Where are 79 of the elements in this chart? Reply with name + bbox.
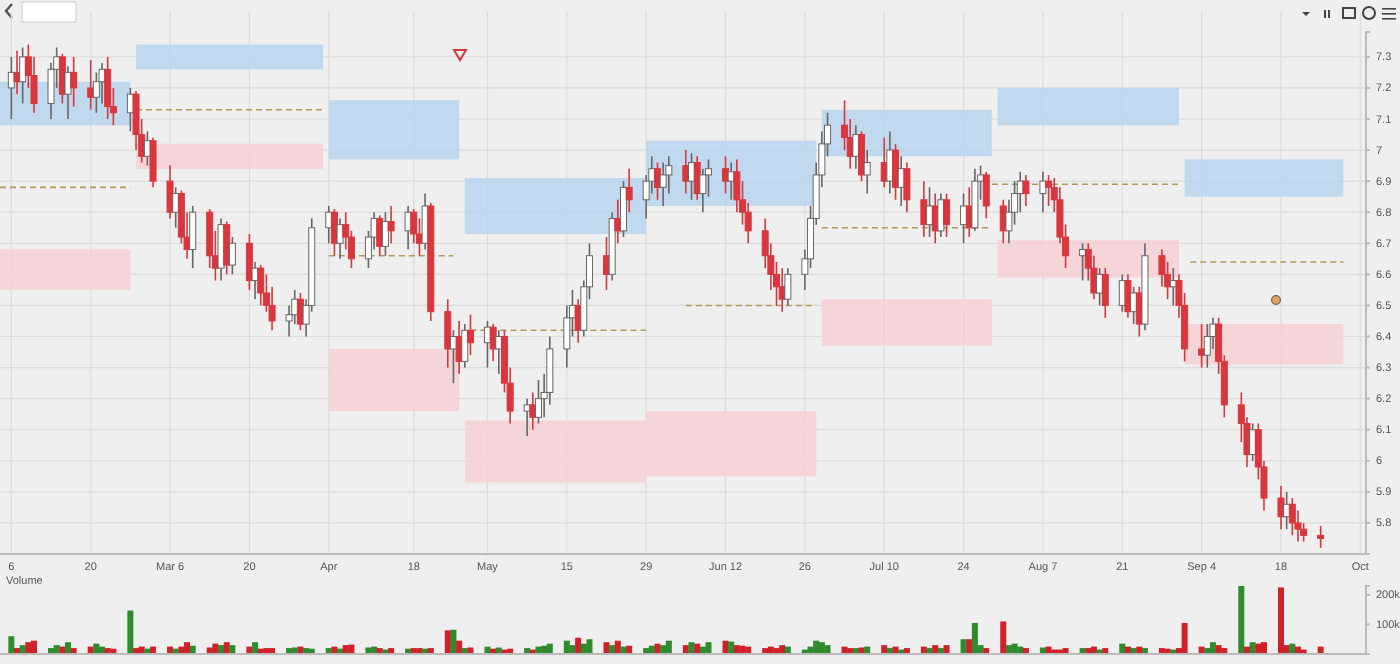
candlestick (1045, 174, 1053, 207)
bar (1181, 622, 1188, 654)
candlestick (189, 205, 197, 269)
candlestick (1277, 484, 1285, 530)
bar (665, 640, 672, 654)
candlestick (1039, 171, 1047, 214)
bar (467, 647, 474, 654)
candlestick (523, 397, 531, 437)
candlestick (461, 323, 469, 369)
bar (705, 642, 712, 654)
bar (1209, 642, 1216, 654)
candlestick (336, 217, 344, 260)
candlestick (1022, 174, 1030, 207)
candlestick (166, 164, 174, 220)
candlestick (1101, 267, 1109, 319)
candlestick (653, 161, 661, 201)
candlestick (903, 161, 911, 214)
candlestick (529, 391, 537, 431)
bar (569, 645, 576, 654)
bar (813, 640, 820, 654)
bar (1005, 645, 1012, 654)
bar (1039, 647, 1046, 654)
bar (824, 645, 831, 654)
candlestick (534, 379, 542, 425)
candlestick (614, 198, 622, 245)
candlestick (722, 155, 730, 195)
candlestick (1124, 273, 1132, 319)
bar (252, 642, 259, 654)
candlestick (489, 323, 497, 363)
candlestick (863, 149, 871, 195)
bar (365, 647, 372, 654)
candlestick (619, 180, 627, 238)
bar (450, 629, 457, 654)
candlestick (982, 171, 990, 220)
bar (660, 645, 667, 654)
candlestick (858, 130, 866, 182)
candlestick (251, 261, 259, 301)
bar (818, 642, 825, 654)
candlestick (943, 192, 951, 238)
bar (609, 645, 616, 654)
candlestick (387, 205, 395, 245)
candlestick (495, 329, 503, 375)
bar (456, 640, 463, 654)
candlestick (1317, 525, 1325, 549)
bar (218, 645, 225, 654)
bar (682, 645, 689, 654)
bar (966, 639, 973, 654)
candlestick (659, 161, 667, 207)
bar (1000, 621, 1007, 654)
bar (603, 642, 610, 654)
candlestick (1288, 497, 1296, 537)
bar (586, 639, 593, 654)
candlestick (699, 167, 707, 214)
bar (1238, 586, 1245, 654)
candlestick (1198, 323, 1206, 369)
candlestick (784, 267, 792, 307)
bar (932, 645, 939, 654)
bar (733, 645, 740, 654)
bar (1277, 587, 1284, 654)
bar (971, 622, 978, 654)
candlestick (625, 167, 633, 214)
candlestick (920, 180, 928, 238)
bar (229, 645, 236, 654)
bar (184, 642, 191, 654)
candlestick (971, 167, 979, 232)
candlestick (466, 313, 474, 356)
candlestick (257, 264, 265, 307)
candlestick (149, 136, 157, 189)
candlestick (892, 143, 900, 201)
bar (943, 645, 950, 654)
candlestick (444, 298, 452, 369)
bar (881, 645, 888, 654)
candlestick (1203, 323, 1211, 369)
bar (575, 637, 582, 654)
candlestick (223, 220, 231, 276)
bar (1260, 642, 1267, 654)
candlestick (937, 192, 945, 238)
bar (779, 645, 786, 654)
candlestick (228, 236, 236, 276)
